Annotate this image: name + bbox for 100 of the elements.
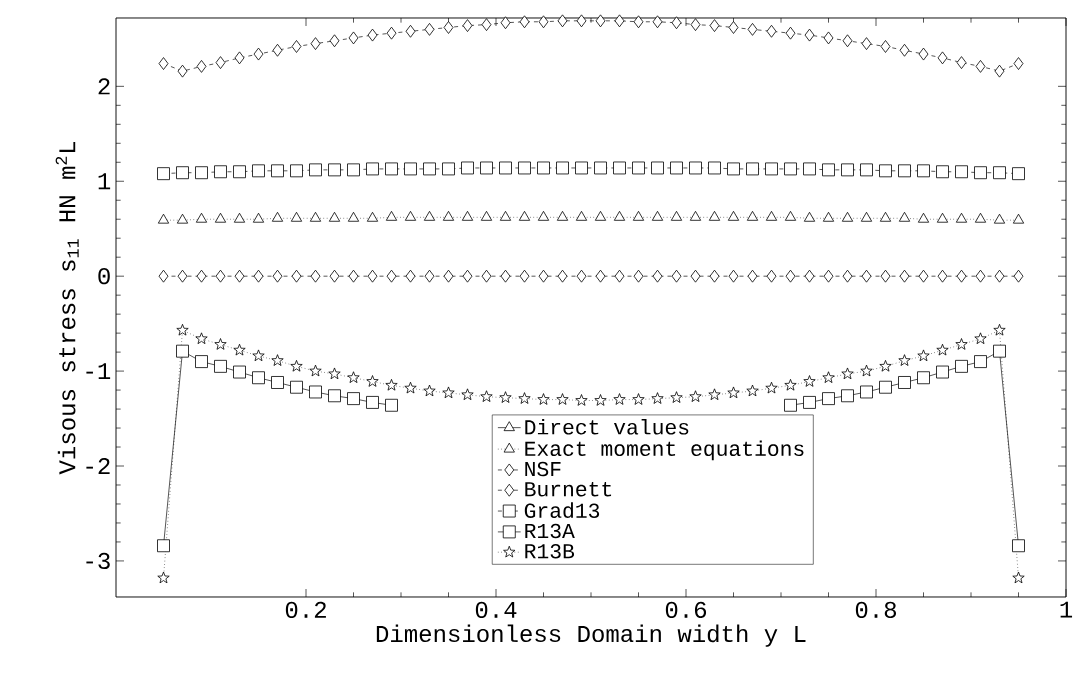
point [461,388,474,401]
point [309,211,322,222]
point [423,162,436,176]
y-tick-label: 0 [98,268,110,285]
y-axis-title: Visous stress s$_{11}$ HN m$^{2}$L [55,141,79,475]
point [157,571,170,584]
y-tick-label: 2 [98,78,110,95]
point [594,394,607,406]
point [480,161,493,175]
point [709,19,720,32]
point [766,24,777,38]
point [310,269,321,283]
point [784,398,797,412]
point [652,15,663,29]
point [1012,213,1025,224]
point [385,162,398,176]
point [234,51,245,65]
point [898,376,911,389]
point [956,269,967,283]
point [974,332,987,345]
point [937,51,948,65]
point [955,359,968,373]
point [234,269,245,283]
point [804,28,815,42]
point [462,19,473,32]
point [309,385,322,399]
point [404,381,417,394]
point [842,269,853,283]
point [994,64,1005,78]
point [936,212,949,223]
point [728,21,739,34]
point [214,165,227,179]
point [746,384,759,397]
point [993,166,1006,180]
point [252,164,265,178]
x-tick-label: 0.2 [285,601,326,618]
point [918,269,929,283]
point [499,161,512,175]
point [519,269,530,283]
point [917,349,930,362]
x-axis-title: Dimensionless Domain width y L [376,624,806,647]
point [575,394,588,406]
point [291,269,302,283]
point [955,212,968,223]
point [328,163,341,177]
point [518,210,531,221]
point [290,359,303,372]
point [917,212,930,223]
point [804,269,815,283]
point [841,367,854,380]
point [272,269,283,283]
point [177,64,188,78]
point [595,269,606,283]
point [803,375,816,387]
point [329,269,340,283]
point [747,22,758,36]
point [746,210,759,221]
point [404,210,417,221]
point [252,349,265,362]
x-tick-label: 0.6 [665,601,707,618]
x-tick-label: 1 [1060,601,1073,618]
point [556,210,569,221]
point [176,344,189,358]
point [955,338,968,350]
point [842,34,853,48]
point [575,161,588,175]
point [861,37,872,51]
point [632,393,645,405]
point [328,211,341,222]
point [556,393,569,405]
point [860,364,873,377]
point [557,14,568,28]
point [252,212,265,223]
point [765,381,778,394]
point [614,14,625,28]
point [860,211,873,222]
point [348,31,359,45]
point [576,269,587,283]
point [309,364,322,377]
point [347,371,360,383]
point [176,166,189,180]
point [632,210,645,221]
point [157,167,170,181]
point [215,56,226,70]
legend-label: Exact moment equations [525,440,804,461]
point [727,210,740,221]
legend-label: R13A [525,523,575,539]
point [993,323,1006,336]
point [936,165,949,179]
point [386,26,397,40]
point [271,211,284,222]
point [157,213,170,224]
point [861,269,872,283]
point [442,162,455,176]
point [461,161,474,175]
point [272,43,283,57]
point [480,390,493,402]
point [708,388,721,401]
point [442,210,455,221]
point [652,269,663,283]
